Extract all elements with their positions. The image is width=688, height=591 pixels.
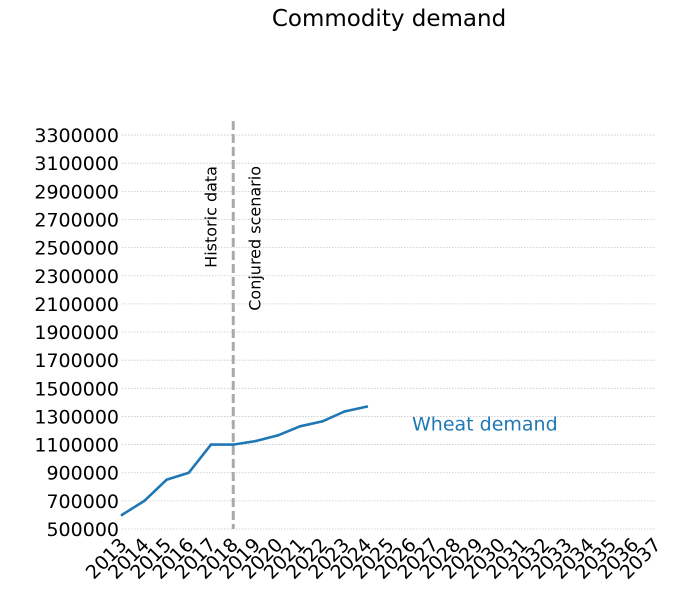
series-line	[120, 405, 369, 517]
y-tick-label: 1100000	[34, 435, 119, 457]
y-tick-label: 1300000	[34, 406, 119, 428]
y-tick-label: 2700000	[34, 209, 119, 231]
y-tick-label: 2900000	[34, 181, 119, 203]
data-point	[120, 513, 124, 517]
y-tick-label: 3300000	[34, 125, 119, 147]
y-tick-label: 500000	[46, 519, 119, 541]
data-point	[187, 471, 191, 475]
y-tick-label: 900000	[46, 463, 119, 485]
data-point	[365, 405, 369, 408]
data-point	[231, 443, 235, 446]
chart-title: Commodity demand	[272, 6, 506, 32]
data-point	[165, 478, 168, 482]
grid-lines	[122, 134, 656, 530]
data-point	[142, 499, 146, 503]
y-tick-label: 700000	[46, 491, 119, 513]
y-tick-label: 1900000	[34, 322, 119, 344]
y-tick-label: 2300000	[34, 266, 119, 288]
series-label-wheat-demand: Wheat demand	[412, 414, 558, 436]
data-point	[276, 434, 280, 437]
y-tick-label: 3100000	[34, 153, 119, 175]
x-axis-ticks: 2013201420152016201720182019202020212022…	[82, 534, 666, 584]
data-point	[298, 424, 302, 428]
y-tick-label: 1700000	[34, 350, 119, 372]
conjured-scenario-label: Conjured scenario	[245, 166, 264, 311]
series-group	[120, 405, 369, 517]
y-tick-label: 2500000	[34, 238, 119, 260]
y-tick-label: 1500000	[34, 378, 119, 400]
historic-data-label: Historic data	[201, 166, 220, 268]
data-point	[209, 443, 213, 446]
y-axis-ticks: 500000 700000 900000 1100000 1300000 1500000 1…	[34, 125, 119, 541]
data-point	[254, 439, 257, 443]
data-point	[343, 410, 346, 413]
data-point	[320, 420, 324, 423]
y-tick-label: 2100000	[34, 294, 119, 316]
